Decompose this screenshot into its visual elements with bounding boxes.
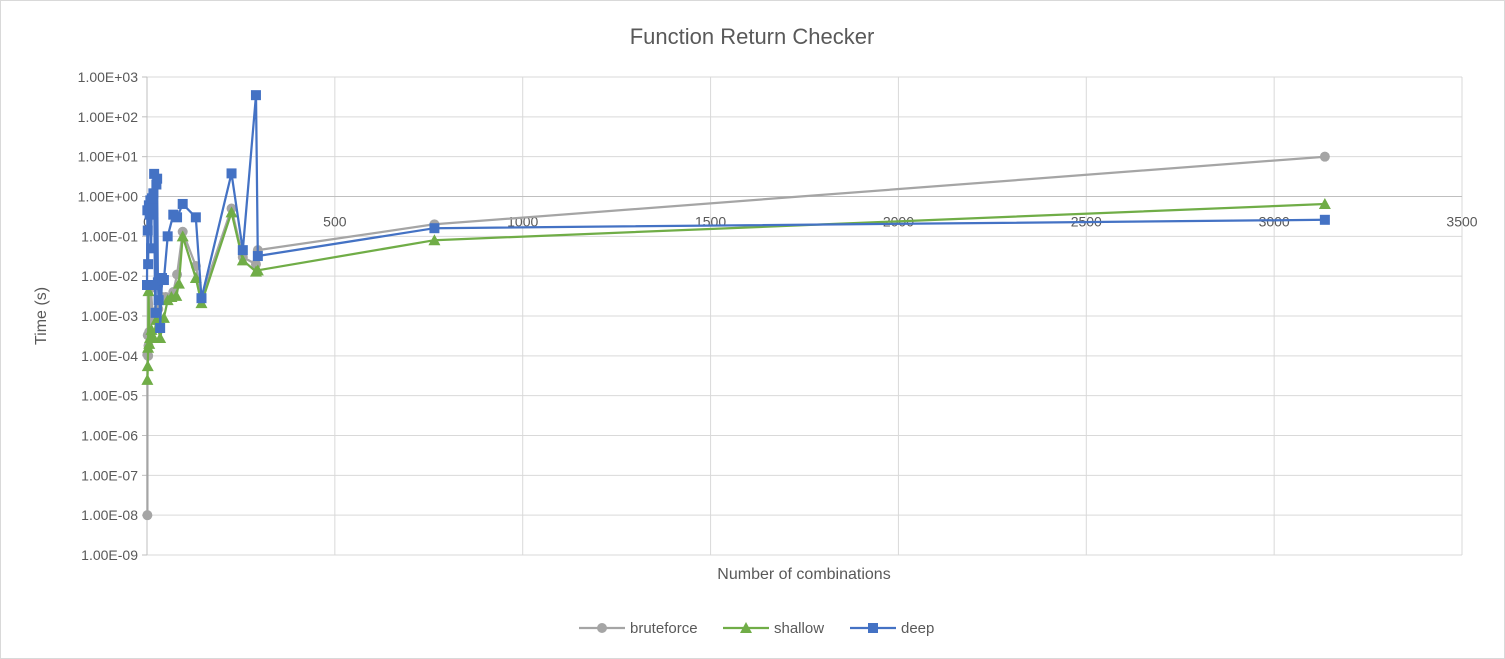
- deep-point: [143, 259, 154, 270]
- x-axis-label: Number of combinations: [717, 566, 890, 583]
- legend: bruteforce shallow deep: [579, 620, 934, 637]
- shallow-point: [142, 285, 155, 297]
- deep-point: [177, 198, 188, 209]
- deep-point: [142, 280, 152, 291]
- x-axis-ticks: 0 500 1000 1500 2000 2500 3000 3500: [143, 214, 1478, 230]
- shallow-point: [170, 289, 183, 301]
- shallow-point: [143, 337, 156, 349]
- grid: [142, 76, 1463, 556]
- y-tick-label: 1.00E+02: [78, 109, 139, 125]
- deep-point: [158, 275, 169, 286]
- deep-point: [152, 173, 163, 184]
- x-tick-label: 1500: [695, 214, 726, 230]
- chart-title: Function Return Checker: [630, 24, 875, 49]
- y-axis-label: Time (s): [33, 287, 50, 345]
- shallow-point: [172, 277, 185, 289]
- x-tick-label: 3500: [1446, 214, 1477, 230]
- legend-marker: [740, 622, 752, 633]
- deep-point: [190, 212, 201, 223]
- shallow-point: [154, 332, 167, 344]
- series-deep: [142, 90, 1330, 333]
- x-tick-label: 500: [323, 214, 347, 230]
- deep-point: [150, 307, 161, 318]
- bruteforce-point: [1319, 151, 1330, 162]
- deep-point: [172, 212, 183, 223]
- x-tick-label: 3000: [1259, 214, 1290, 230]
- deep-point: [429, 223, 440, 234]
- legend-marker: [597, 623, 607, 633]
- y-tick-label: 1.00E-06: [81, 428, 138, 444]
- deep-point: [237, 245, 248, 256]
- y-tick-label: 1.00E+00: [78, 189, 139, 205]
- deep-point: [147, 203, 158, 214]
- deep-point: [146, 243, 157, 254]
- legend-item-deep: deep: [850, 620, 934, 637]
- series-bruteforce: [142, 151, 1330, 521]
- legend-label: bruteforce: [630, 620, 698, 637]
- shallow-point: [428, 234, 441, 246]
- y-axis-ticks: 1.00E-09 1.00E-08 1.00E-07 1.00E-06 1.00E-05…: [78, 69, 139, 563]
- y-tick-label: 1.00E-05: [81, 388, 138, 404]
- deep-point: [142, 225, 153, 236]
- shallow-point: [236, 254, 249, 266]
- shallow-point: [225, 206, 238, 218]
- y-tick-label: 1.00E-02: [81, 268, 138, 284]
- y-tick-label: 1.00E-08: [81, 507, 138, 523]
- shallow-point: [251, 264, 264, 276]
- shallow-line: [146, 202, 1325, 380]
- legend-item-bruteforce: bruteforce: [579, 620, 698, 637]
- legend-label: shallow: [774, 620, 824, 637]
- deep-point: [144, 209, 155, 220]
- deep-point: [153, 295, 164, 306]
- shallow-point: [176, 230, 189, 242]
- legend-label: deep: [901, 620, 934, 637]
- deep-point: [148, 188, 159, 199]
- y-tick-label: 1.00E-01: [81, 228, 138, 244]
- series-layer: [141, 90, 1331, 521]
- shallow-point: [141, 360, 154, 372]
- shallow-point: [141, 373, 154, 385]
- deep-point: [155, 322, 166, 333]
- legend-marker: [868, 623, 878, 633]
- shallow-point: [145, 323, 158, 335]
- deep-point: [151, 179, 162, 190]
- y-tick-label: 1.00E-03: [81, 308, 138, 324]
- y-tick-label: 1.00E+01: [78, 149, 139, 165]
- deep-point: [162, 231, 173, 242]
- shallow-point: [1318, 197, 1331, 209]
- y-tick-label: 1.00E+03: [78, 69, 139, 85]
- y-tick-label: 1.00E-07: [81, 467, 138, 483]
- deep-point: [196, 293, 207, 304]
- y-tick-label: 1.00E-09: [81, 547, 138, 563]
- legend-item-shallow: shallow: [723, 620, 824, 637]
- deep-point: [252, 251, 263, 262]
- bruteforce-point: [142, 510, 153, 521]
- deep-point: [226, 168, 237, 179]
- shallow-point: [189, 271, 202, 283]
- deep-point: [1319, 214, 1330, 225]
- deep-point: [250, 90, 261, 101]
- y-tick-label: 1.00E-04: [81, 348, 138, 364]
